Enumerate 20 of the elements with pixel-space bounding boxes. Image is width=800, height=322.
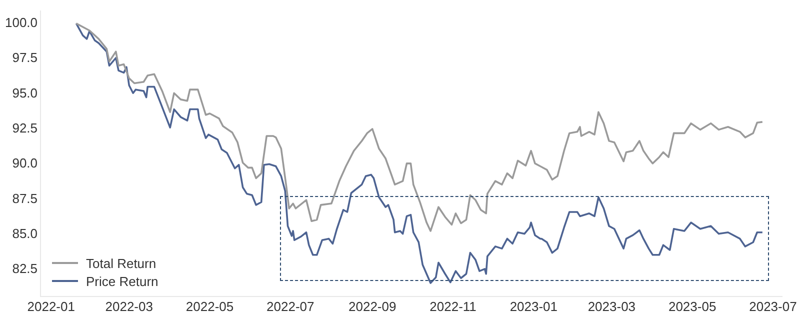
x-tick-label: 2022-09 — [348, 298, 396, 314]
x-tick-label: 2023-03 — [588, 298, 636, 314]
x-tick-label: 2022-05 — [186, 298, 234, 314]
y-tick-label: 95.0 — [12, 85, 38, 100]
y-tick-label: 100.0 — [4, 15, 38, 30]
x-tick-label: 2022-03 — [105, 298, 153, 314]
x-tick-label: 2023-07 — [749, 298, 797, 314]
y-tick-label: 92.5 — [12, 120, 38, 136]
legend-label: Price Return — [86, 274, 158, 288]
x-tick-label: 2023-05 — [668, 298, 716, 314]
x-tick-label: 2023-01 — [510, 298, 558, 314]
y-tick-label: 87.5 — [12, 190, 38, 206]
x-tick-label: 2022-01 — [27, 298, 75, 314]
y-tick-label: 85.0 — [12, 226, 38, 242]
y-tick-label: 90.0 — [12, 156, 38, 171]
x-tick-label: 2022-11 — [430, 298, 476, 314]
x-tick-label: 2022-07 — [266, 298, 314, 314]
y-tick-label: 97.5 — [12, 50, 38, 66]
legend-label: Total Return — [86, 256, 156, 270]
y-tick-label: 82.5 — [12, 261, 38, 276]
